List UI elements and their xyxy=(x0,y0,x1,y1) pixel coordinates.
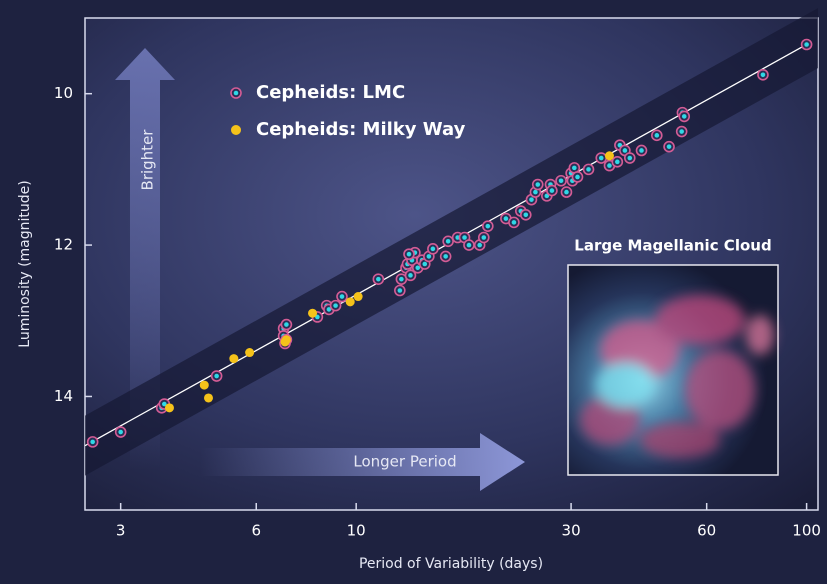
lmc-point-core xyxy=(284,322,289,327)
lmc-point-core xyxy=(575,175,580,180)
lmc-point-core xyxy=(564,190,569,195)
inset-title: Large Magellanic Cloud xyxy=(574,237,771,255)
lmc-point-core xyxy=(512,220,517,225)
lmc-point-core xyxy=(407,252,412,257)
lmc-point-core xyxy=(504,216,509,221)
lmc-point-core xyxy=(408,273,413,278)
lmc-point-core xyxy=(559,178,564,183)
y-axis-label: Luminosity (magnitude) xyxy=(17,180,33,347)
lmc-point-core xyxy=(804,42,809,47)
brighter-label: Brighter xyxy=(139,129,157,191)
lmc-point-core xyxy=(655,133,660,138)
mw-point xyxy=(354,292,363,301)
lmc-point-core xyxy=(529,197,534,202)
mw-point xyxy=(282,335,291,344)
lmc-point-core xyxy=(623,148,628,153)
x-tick-label: 6 xyxy=(251,522,261,540)
legend-label: Cepheids: LMC xyxy=(256,82,405,103)
lmc-point-core xyxy=(679,129,684,134)
lmc-point-core xyxy=(761,72,766,77)
lmc-point-core xyxy=(427,254,432,259)
lmc-point-core xyxy=(639,148,644,153)
mw-point xyxy=(605,151,614,160)
lmc-point-core xyxy=(481,235,486,240)
lmc-point-core xyxy=(533,190,538,195)
legend-marker xyxy=(231,125,241,135)
lmc-point-core xyxy=(446,239,451,244)
chart: Brighter Longer Period Large Magellanic … xyxy=(0,0,827,584)
mw-point xyxy=(200,381,209,390)
legend-marker-core xyxy=(234,91,239,96)
x-tick-label: 100 xyxy=(792,522,821,540)
mw-point xyxy=(346,297,355,306)
lmc-point-core xyxy=(340,294,345,299)
lmc-point-core xyxy=(607,163,612,168)
lmc-point-core xyxy=(599,156,604,161)
lmc-point-core xyxy=(431,247,436,252)
lmc-point-core xyxy=(682,114,687,119)
lmc-point-core xyxy=(415,265,420,270)
lmc-point-core xyxy=(523,213,528,218)
lmc-point-core xyxy=(535,182,540,187)
x-tick-label: 10 xyxy=(347,522,366,540)
lmc-point-core xyxy=(422,262,427,267)
x-tick-label: 3 xyxy=(116,522,126,540)
lmc-point-core xyxy=(550,188,555,193)
x-axis-label: Period of Variability (days) xyxy=(359,556,543,572)
mw-point xyxy=(245,348,254,357)
x-tick-label: 60 xyxy=(697,522,716,540)
mw-point xyxy=(308,309,317,318)
lmc-point-core xyxy=(333,303,338,308)
mw-point xyxy=(204,393,213,402)
lmc-point-core xyxy=(477,243,482,248)
lmc-point-core xyxy=(586,167,591,172)
lmc-point-core xyxy=(486,224,491,229)
lmc-point-core xyxy=(615,160,620,165)
x-tick-label: 30 xyxy=(562,522,581,540)
period-label: Longer Period xyxy=(353,453,456,471)
lmc-point-core xyxy=(376,277,381,282)
y-tick-label: 10 xyxy=(54,84,73,102)
mw-point xyxy=(229,354,238,363)
lmc-point-core xyxy=(398,288,403,293)
mw-point xyxy=(165,403,174,412)
lmc-point-core xyxy=(214,374,219,379)
lmc-point-core xyxy=(90,440,95,445)
lmc-point-core xyxy=(572,166,577,171)
lmc-point-core xyxy=(667,144,672,149)
lmc-point-core xyxy=(467,243,472,248)
lmc-point-core xyxy=(399,277,404,282)
inset xyxy=(568,265,778,475)
lmc-point-core xyxy=(443,254,448,259)
lmc-point-core xyxy=(118,430,123,435)
y-tick-label: 12 xyxy=(54,236,73,254)
lmc-point-core xyxy=(462,235,467,240)
y-tick-label: 14 xyxy=(54,387,73,405)
lmc-point-core xyxy=(627,156,632,161)
legend-label: Cepheids: Milky Way xyxy=(256,119,466,140)
